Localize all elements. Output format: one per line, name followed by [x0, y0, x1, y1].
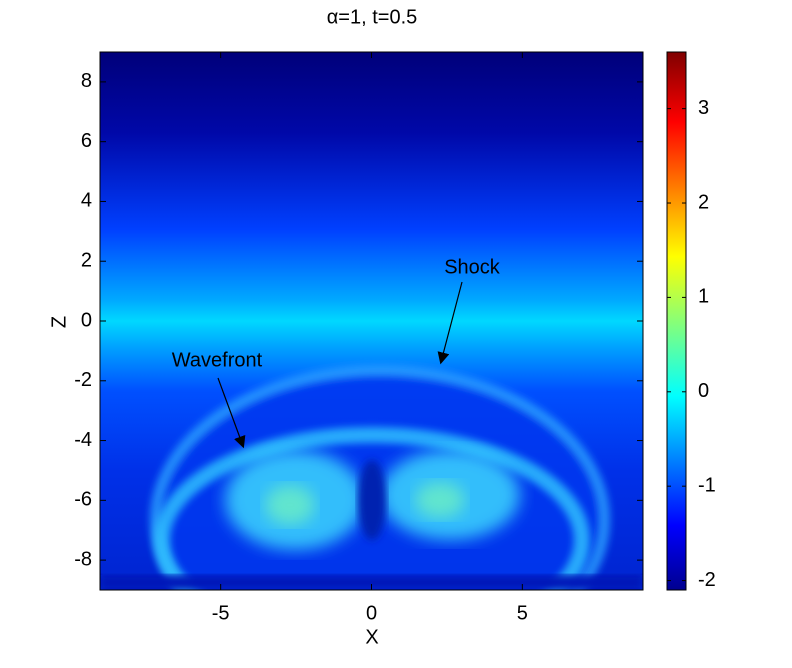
y-tick-label: 0: [81, 309, 92, 331]
colorbar-tick-label: 3: [698, 97, 709, 119]
annotation-arrow: [437, 281, 463, 365]
chart-title: α=1, t=0.5: [327, 6, 418, 28]
y-tick-label: -6: [74, 489, 92, 511]
x-axis-label: X: [365, 626, 378, 648]
colorbar-tick-label: 0: [698, 380, 709, 402]
y-tick-label: -4: [74, 429, 92, 451]
y-tick-label: 6: [81, 130, 92, 152]
y-tick-label: -8: [74, 548, 92, 570]
x-tick-label: 5: [517, 602, 528, 624]
x-tick-label: 0: [366, 602, 377, 624]
y-tick-label: 4: [81, 190, 92, 212]
colorbar-tick-label: -1: [698, 474, 716, 496]
y-tick-label: 2: [81, 250, 92, 272]
annotation-arrow: [217, 377, 246, 449]
y-tick-label: 8: [81, 70, 92, 92]
annotation: Shock: [444, 256, 501, 278]
colorbar: [666, 51, 687, 591]
colorbar-tick-label: -2: [698, 569, 716, 591]
x-tick-label: -5: [212, 602, 230, 624]
colorbar-tick-label: 2: [698, 191, 709, 213]
heatmap-image: [100, 52, 643, 590]
y-tick-label: -2: [74, 369, 92, 391]
colorbar-tick-label: 1: [698, 286, 709, 308]
annotation: Wavefront: [172, 349, 263, 371]
y-axis-label: Z: [48, 316, 70, 328]
